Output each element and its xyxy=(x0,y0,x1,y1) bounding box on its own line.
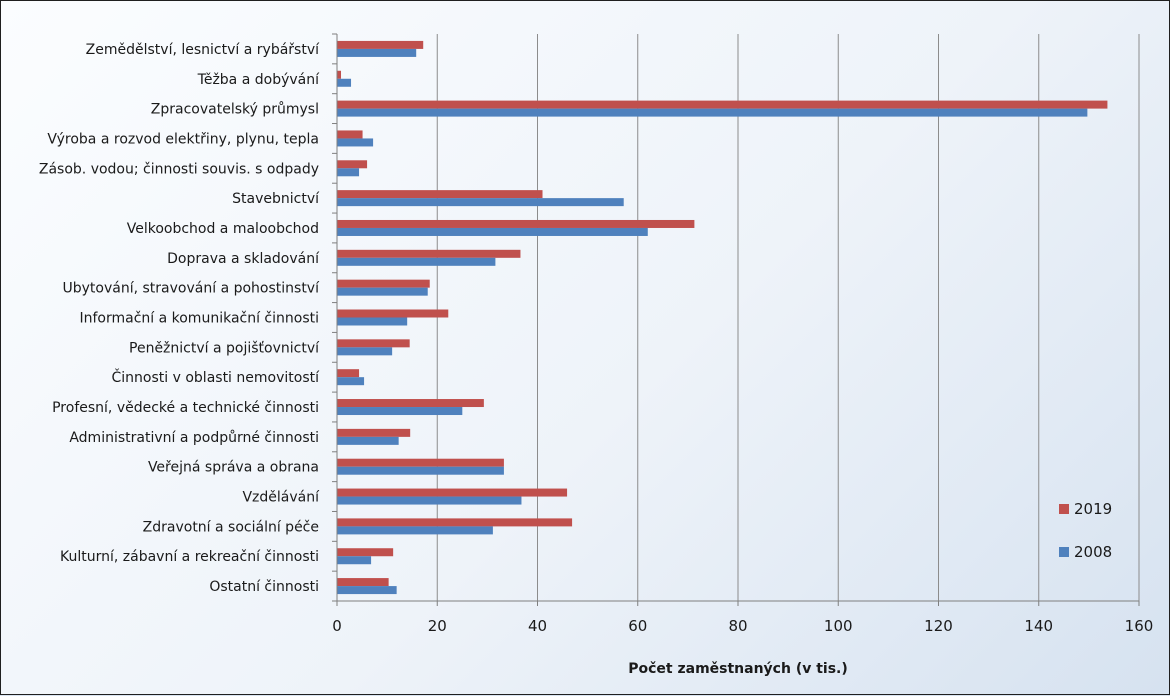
bar-2008-17 xyxy=(337,556,372,565)
bar-2008-6 xyxy=(337,227,648,236)
category-label: Zpracovatelský průmysl xyxy=(151,102,319,118)
category-label: Těžba a dobývání xyxy=(197,72,320,88)
bar-2019-11 xyxy=(337,369,360,378)
category-label: Zemědělství, lesnictví a rybářství xyxy=(86,42,320,58)
axes xyxy=(332,33,1140,606)
bar-2008-15 xyxy=(337,496,522,505)
x-tick-label: 120 xyxy=(924,617,953,635)
bar-2008-7 xyxy=(337,257,496,266)
legend: 2019 2008 xyxy=(1059,500,1112,561)
legend-label: 2019 xyxy=(1074,500,1112,518)
bar-2019-2 xyxy=(337,100,1108,109)
x-tick-label: 140 xyxy=(1024,617,1053,635)
bar-2019-6 xyxy=(337,219,695,228)
bar-2019-9 xyxy=(337,309,449,318)
category-label: Činnosti v oblasti nemovitostí xyxy=(112,368,321,386)
bar-2008-12 xyxy=(337,407,463,416)
legend-swatch-2019 xyxy=(1059,504,1069,514)
category-label: Peněžnictví a pojišťovnictví xyxy=(129,340,320,356)
legend-label: 2008 xyxy=(1074,543,1112,561)
category-label: Stavebnictví xyxy=(232,191,320,207)
bar-2019-15 xyxy=(337,488,568,497)
bar-2008-16 xyxy=(337,526,493,535)
category-label: Informační a komunikační činnosti xyxy=(79,311,319,327)
bar-2008-4 xyxy=(337,168,360,177)
bar-2008-11 xyxy=(337,377,365,386)
bar-2008-1 xyxy=(337,78,352,87)
bar-2019-10 xyxy=(337,339,410,348)
bar-2008-13 xyxy=(337,436,399,445)
x-tick-label: 60 xyxy=(628,617,647,635)
bar-2019-1 xyxy=(337,70,342,79)
x-tick-label: 100 xyxy=(824,617,853,635)
bar-2008-18 xyxy=(337,586,397,595)
category-label: Velkoobchod a maloobchod xyxy=(127,221,319,237)
category-label: Ostatní činnosti xyxy=(209,579,319,595)
bar-2008-2 xyxy=(337,108,1088,117)
bar-2019-12 xyxy=(337,399,484,408)
category-labels: Zemědělství, lesnictví a rybářství Těžba … xyxy=(39,42,320,595)
category-label: Zdravotní a sociální péče xyxy=(143,519,319,535)
category-label: Kulturní, zábavní a rekreační činnosti xyxy=(60,549,319,565)
bar-2008-0 xyxy=(337,48,417,57)
bar-2019-7 xyxy=(337,249,521,258)
bar-2008-10 xyxy=(337,347,393,356)
x-tick-label: 20 xyxy=(428,617,447,635)
category-label: Administrativní a podpůrné činnosti xyxy=(69,430,319,446)
x-tick-label: 160 xyxy=(1125,617,1154,635)
bar-2008-8 xyxy=(337,287,428,296)
x-tick-label: 40 xyxy=(528,617,547,635)
bars xyxy=(337,40,1108,595)
category-label: Veřejná správa a obrana xyxy=(148,460,319,476)
bar-2008-9 xyxy=(337,317,408,326)
bar-2008-3 xyxy=(337,138,374,147)
category-label: Profesní, vědecké a technické činnosti xyxy=(52,400,319,416)
bar-2019-5 xyxy=(337,190,543,199)
x-tick-labels: 0 20 40 60 80 100 120 140 160 xyxy=(332,617,1153,635)
bar-2019-16 xyxy=(337,518,573,527)
bar-2008-14 xyxy=(337,466,504,475)
bar-2019-4 xyxy=(337,160,368,169)
bar-2019-8 xyxy=(337,279,430,288)
bar-2019-18 xyxy=(337,578,389,587)
category-label: Doprava a skladování xyxy=(167,251,320,267)
bar-2019-3 xyxy=(337,130,363,139)
bar-2019-17 xyxy=(337,548,394,557)
bar-2019-14 xyxy=(337,458,504,467)
bar-2008-5 xyxy=(337,198,624,207)
bar-2019-13 xyxy=(337,428,411,437)
x-tick-label: 0 xyxy=(332,617,342,635)
legend-swatch-2008 xyxy=(1059,547,1069,557)
x-axis-title: Počet zaměstnaných (v tis.) xyxy=(628,661,848,677)
bar-2019-0 xyxy=(337,40,424,49)
category-label: Zásob. vodou; činnosti souvis. s odpady xyxy=(39,161,319,177)
x-tick-label: 80 xyxy=(728,617,747,635)
category-label: Výroba a rozvod elektřiny, plynu, tepla xyxy=(47,131,319,147)
category-label: Ubytování, stravování a pohostinství xyxy=(63,281,321,297)
category-label: Vzdělávání xyxy=(242,490,320,506)
gridlines xyxy=(436,34,1140,601)
